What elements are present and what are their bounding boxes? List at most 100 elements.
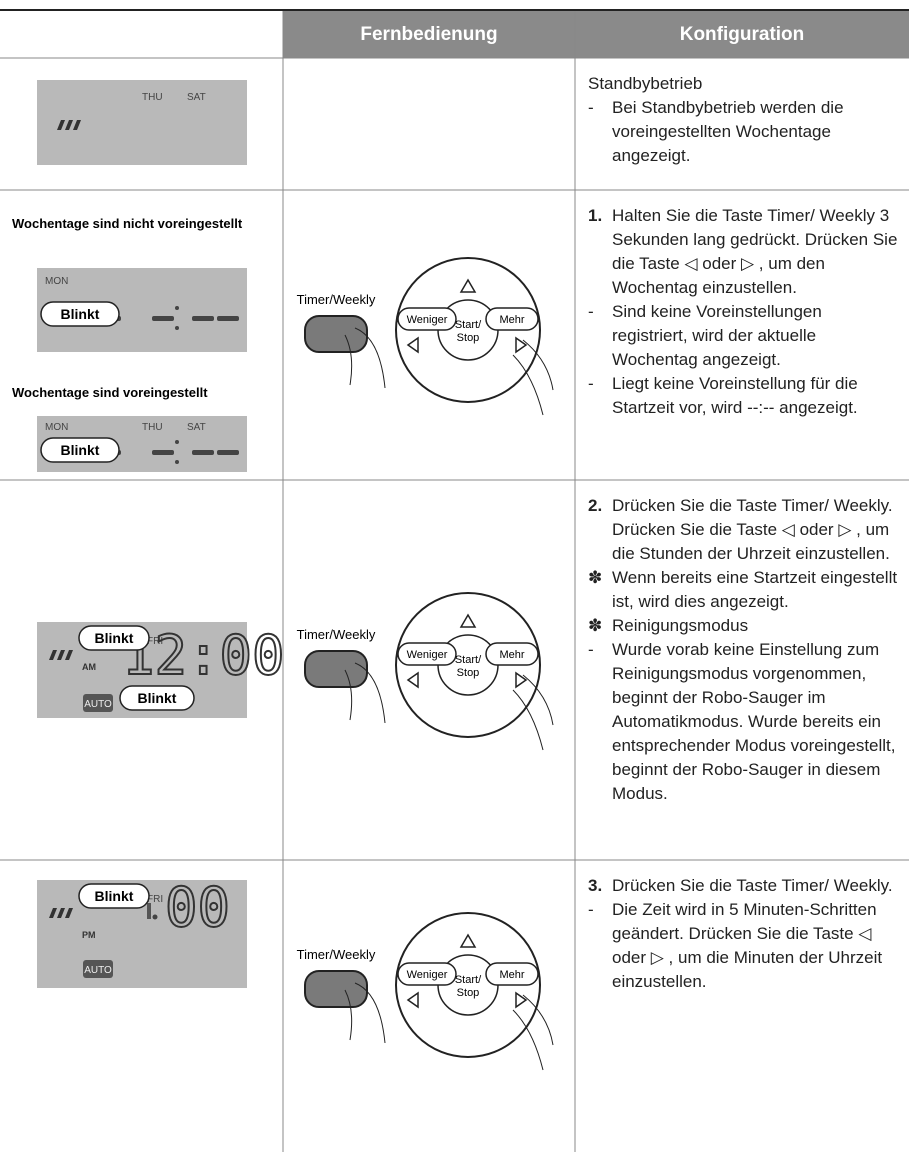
time-digits: 00 [165, 876, 230, 939]
hand [512, 994, 554, 1071]
center-label: Start/ [455, 974, 482, 986]
item-text: Die Zeit wird in 5 Minuten-Schritten geä… [612, 900, 883, 991]
battery-bar [73, 120, 81, 130]
timer-button [304, 315, 368, 353]
item-text: Sind keine Voreinstellungen registriert,… [612, 302, 822, 369]
weekday-label: THU [142, 92, 163, 103]
center-label: Start/ [455, 654, 482, 666]
arrow-up [459, 933, 477, 948]
display-caption: Wochentage sind voreingestellt [12, 385, 208, 400]
blink-label: Blinkt [95, 630, 134, 646]
blink-label: Blinkt [138, 690, 177, 706]
item-marker: - [588, 302, 594, 321]
config-item: - Liegt keine Voreinstellung für die Star… [588, 372, 900, 420]
item-marker: ✽ [588, 568, 603, 587]
config-item: - Bei Standbybetrieb werden die voreinges… [588, 96, 900, 168]
colon-dot [152, 914, 158, 920]
blink-callout [40, 437, 120, 463]
config-cell: 3. Drücken Sie die Taste Timer/ Weekly. - D… [588, 874, 900, 994]
pill-right [485, 307, 539, 331]
config-item: 2. Drücken Sie die Taste Timer/ Weekly. D… [588, 494, 900, 566]
config-item: 3. Drücken Sie die Taste Timer/ Weekly. [588, 874, 900, 898]
pill-left-label: Weniger [407, 649, 448, 661]
period-label: PM [82, 930, 96, 940]
weekday-label: SAT [187, 92, 206, 103]
hand [512, 339, 554, 416]
mode-label: AUTO [84, 965, 112, 976]
config-item: - Die Zeit wird in 5 Minuten-Schritten ge… [588, 898, 900, 994]
blink-callout [78, 883, 150, 909]
arrow-right [515, 991, 528, 1009]
colon-dot [175, 326, 179, 330]
header-cell: Konfiguration [679, 24, 805, 45]
weekday-label: FRI [147, 894, 163, 905]
arrow-left [406, 671, 419, 689]
pill-right [485, 962, 539, 986]
item-marker: - [588, 900, 594, 919]
mode-box [83, 960, 113, 978]
segment-dash [192, 450, 214, 455]
segment-dash [217, 450, 239, 455]
hand [344, 662, 386, 724]
arrow-left [406, 991, 419, 1009]
display-caption: Wochentage sind nicht voreingestellt [12, 216, 243, 231]
center-label: Stop [457, 332, 480, 344]
battery-bar [57, 120, 65, 130]
weekday-label: THU [142, 422, 163, 433]
segment-dash [192, 316, 214, 321]
pill-left-label: Weniger [407, 314, 448, 326]
hand [512, 674, 554, 751]
button-label: Timer/Weekly [297, 627, 376, 642]
arrow-right [515, 671, 528, 689]
pill-right-label: Mehr [499, 314, 524, 326]
battery-bar [65, 908, 73, 918]
colon-dot [175, 460, 179, 464]
item-text: Bei Standbybetrieb werden die voreingest… [612, 98, 844, 165]
blink-callout [40, 301, 120, 327]
item-text: Reinigungsmodus [612, 616, 749, 635]
config-item: ✽ Wenn bereits eine Startzeit eingestellt… [588, 566, 900, 614]
pill-left-label: Weniger [407, 969, 448, 981]
item-marker: - [588, 640, 594, 659]
center-label: Start/ [455, 319, 482, 331]
item-text: Halten Sie die Taste Timer/ Weekly 3 Sek… [612, 206, 898, 297]
blink-label: Blinkt [61, 306, 100, 322]
blink-callout [78, 625, 150, 651]
hand [344, 327, 386, 389]
item-marker: 3. [588, 876, 603, 895]
item-text: Drücken Sie die Taste Timer/ Weekly. Drü… [612, 496, 893, 563]
mode-box [83, 694, 113, 712]
blink-label: Blinkt [95, 888, 134, 904]
battery-bar [57, 908, 65, 918]
item-marker: 1. [588, 206, 603, 225]
center-label: Stop [457, 667, 480, 679]
arrow-right [515, 336, 528, 354]
segment-dash [152, 316, 174, 321]
timer-button [304, 970, 368, 1008]
weekday-label: SAT [187, 422, 206, 433]
config-title: Standbybetrieb [588, 74, 703, 93]
period-label: AM [82, 662, 96, 672]
config-item: - Sind keine Voreinstellungen registriert… [588, 300, 900, 372]
battery-bar [65, 120, 73, 130]
timer-button [304, 650, 368, 688]
colon-dot [175, 306, 179, 310]
pill-right-label: Mehr [499, 649, 524, 661]
pill-right-label: Mehr [499, 969, 524, 981]
pill-left [397, 307, 457, 331]
center-label: Stop [457, 987, 480, 999]
item-marker: - [588, 374, 594, 393]
config-cell: Standbybetrieb - Bei Standbybetrieb werden… [588, 72, 900, 168]
button-label: Timer/Weekly [297, 947, 376, 962]
blink-label: Blinkt [61, 442, 100, 458]
hour-segment [147, 903, 151, 919]
config-item: ✽ Reinigungsmodus [588, 614, 900, 638]
arrow-left [406, 336, 419, 354]
weekday-label: MON [45, 422, 68, 433]
pill-left [397, 642, 457, 666]
colon-dot [175, 440, 179, 444]
segment-dash [152, 450, 174, 455]
config-cell: 1. Halten Sie die Taste Timer/ Weekly 3 S… [588, 204, 900, 420]
arrow-up [459, 278, 477, 293]
